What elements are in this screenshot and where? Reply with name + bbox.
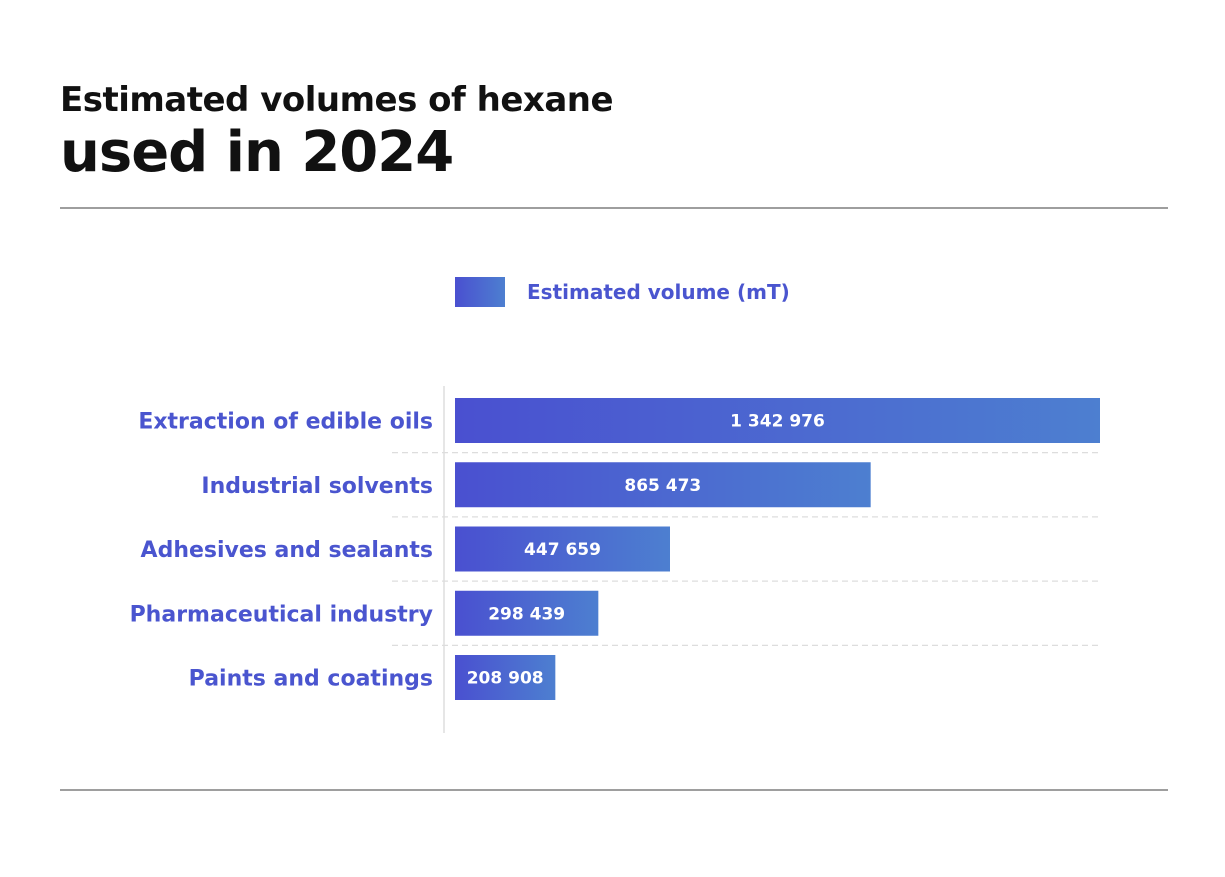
bar-value-label: 447 659: [524, 540, 601, 560]
gridlines: [392, 452, 1100, 646]
chart-title-line-2: used in 2024: [60, 120, 454, 185]
bar: [455, 655, 556, 700]
bar: [455, 590, 599, 636]
bar-value-label: 208 908: [467, 669, 544, 689]
category-labels: Extraction of edible oils Industrial solv…: [130, 410, 433, 692]
chart-title-line-1: Estimated volumes of hexane: [60, 80, 614, 120]
category-label: Adhesives and sealants: [141, 538, 433, 563]
bottom-divider: [60, 789, 1168, 791]
legend-label: Estimated volume (mT): [527, 280, 790, 304]
bar: [455, 462, 871, 508]
category-label: Pharmaceutical industry: [130, 602, 433, 627]
bar-value-label: 298 439: [488, 604, 565, 624]
category-label: Paints and coatings: [189, 667, 433, 692]
legend-swatch: [455, 277, 505, 307]
legend: Estimated volume (mT): [455, 277, 790, 307]
bar-value-label: 865 473: [624, 476, 701, 496]
category-label: Extraction of edible oils: [138, 410, 433, 435]
bar-value-label: 1 342 976: [730, 412, 825, 432]
bar: [455, 398, 1100, 443]
category-label: Industrial solvents: [201, 474, 433, 499]
bar: [455, 526, 671, 572]
top-divider: [60, 207, 1168, 209]
bars: 1 342 976 865 473 447 659 298 439 208 908: [455, 398, 1100, 700]
